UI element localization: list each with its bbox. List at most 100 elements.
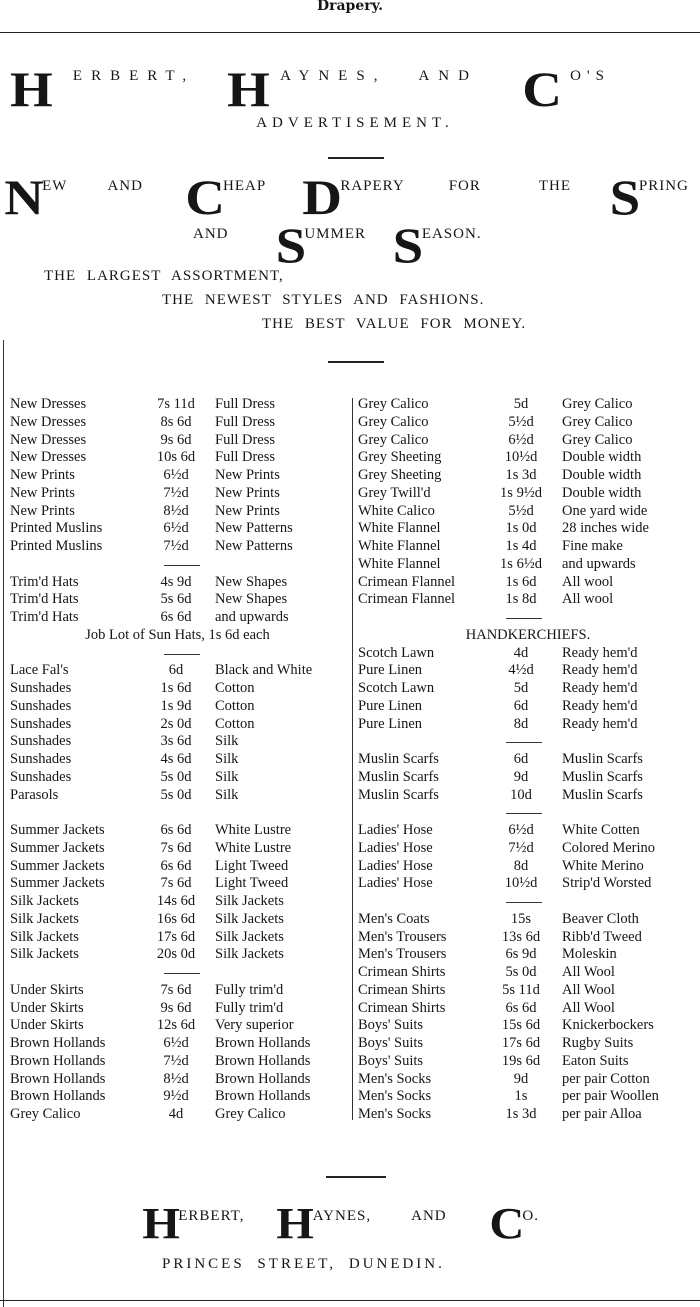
row-description: per pair Alloa bbox=[562, 1106, 642, 1122]
row-description: Fully trim'd bbox=[215, 999, 284, 1016]
price-list-row: Parasols 5s 0d Silk bbox=[10, 787, 345, 805]
price-list-row: Men's Coats 15s Beaver Cloth bbox=[358, 911, 698, 929]
price-list-row: Summer Jackets 6s 6d White Lustre bbox=[10, 822, 345, 840]
row-price: 10½d bbox=[504, 875, 538, 892]
price-list-row: Silk Jackets 16s 6d Silk Jackets bbox=[10, 911, 345, 929]
row-description: Silk bbox=[215, 733, 239, 750]
heading-word: EASON. bbox=[421, 226, 482, 242]
separator bbox=[358, 733, 698, 751]
price-list-row: Boys' Suits 17s 6d Rugby Suits bbox=[358, 1035, 698, 1053]
row-item: Summer Jackets bbox=[10, 875, 105, 892]
tagline-3: THE BEST VALUE FOR MONEY. bbox=[262, 316, 527, 332]
row-description: per pair Cotton bbox=[562, 1070, 650, 1087]
heading-word: EW bbox=[42, 178, 68, 194]
heading-word: THE bbox=[538, 178, 572, 194]
drop-cap: C bbox=[522, 61, 562, 117]
row-item: Men's Trousers bbox=[358, 928, 447, 945]
row-price: 5s 0d bbox=[160, 786, 192, 803]
row-item: New Dresses bbox=[10, 396, 87, 412]
row-price: 6½d bbox=[508, 431, 534, 448]
price-list-row: Printed Muslins 7½d New Patterns bbox=[10, 538, 345, 556]
row-description: Moleskin bbox=[562, 946, 617, 963]
row-item: White Flannel bbox=[358, 520, 441, 537]
row-description: Ready hem'd bbox=[562, 680, 638, 696]
row-item: New Dresses bbox=[10, 413, 87, 430]
price-list-row: Brown Hollands 8½d Brown Hollands bbox=[10, 1071, 345, 1089]
price-list-row: Silk Jackets 20s 0d Silk Jackets bbox=[10, 946, 345, 964]
price-list-row: Crimean Shirts 6s 6d All Wool bbox=[358, 1000, 698, 1018]
row-description: Silk Jackets bbox=[215, 946, 284, 963]
row-item: Brown Hollands bbox=[10, 1070, 106, 1087]
row-item: New Dresses bbox=[10, 431, 87, 448]
price-list-row: Silk Jackets 14s 6d Silk Jackets bbox=[10, 893, 345, 911]
row-description: 28 inches wide bbox=[562, 520, 649, 537]
row-item: Scotch Lawn bbox=[358, 644, 435, 661]
heading-word: AND bbox=[193, 226, 229, 242]
row-item: Grey Calico bbox=[358, 396, 429, 412]
row-description: White Cotten bbox=[562, 822, 640, 838]
price-list-row: New Prints 7½d New Prints bbox=[10, 485, 345, 503]
separator bbox=[358, 609, 698, 627]
row-item: Silk Jackets bbox=[10, 893, 79, 909]
price-list-row: Grey Calico 5½d Grey Calico bbox=[358, 414, 698, 432]
row-item: Trim'd Hats bbox=[10, 573, 79, 590]
headline-line-2: AND SUMMER SEASON. bbox=[193, 220, 482, 270]
row-description: Grey Calico bbox=[562, 413, 633, 430]
row-price: 5d bbox=[513, 680, 529, 696]
price-list-row: Grey Sheeting 10½d Double width bbox=[358, 449, 698, 467]
price-list-row: White Flannel 1s 4d Fine make bbox=[358, 538, 698, 556]
price-list-row: Brown Hollands 9½d Brown Hollands bbox=[10, 1088, 345, 1106]
price-list-row: Grey Twill'd 1s 9½d Double width bbox=[358, 485, 698, 503]
row-price: 1s 6d bbox=[160, 680, 192, 696]
row-item: Boys' Suits bbox=[358, 1052, 424, 1069]
separator bbox=[358, 804, 698, 822]
price-list-row: White Calico 5½d One yard wide bbox=[358, 503, 698, 521]
row-price: 6d bbox=[513, 697, 529, 714]
row-description: Full Dress bbox=[215, 413, 276, 430]
row-item: Parasols bbox=[10, 786, 59, 803]
heading-word: O'S bbox=[570, 68, 610, 84]
row-description: Double width bbox=[562, 467, 642, 483]
heading-word: UMMER bbox=[304, 226, 366, 242]
row-item: Men's Coats bbox=[358, 910, 430, 927]
drop-cap: S bbox=[275, 217, 306, 273]
row-item: Trim'd Hats bbox=[10, 609, 79, 625]
left-border bbox=[3, 340, 4, 1307]
spacer bbox=[10, 804, 345, 822]
price-list-row: Muslin Scarfs 10d Muslin Scarfs bbox=[358, 787, 698, 805]
top-rule bbox=[0, 32, 700, 33]
drop-cap: H bbox=[10, 61, 53, 117]
price-list-row: Pure Linen 8d Ready hem'd bbox=[358, 716, 698, 734]
advertisement-title: ADVERTISEMENT. bbox=[256, 115, 454, 131]
row-description: New Shapes bbox=[215, 573, 288, 590]
row-price: 6½d bbox=[508, 822, 534, 838]
price-list-row: Grey Calico 5d Grey Calico bbox=[358, 396, 698, 414]
price-list-row: Men's Trousers 6s 9d Moleskin bbox=[358, 946, 698, 964]
row-item: Men's Socks bbox=[358, 1106, 432, 1122]
row-description: Colored Merino bbox=[562, 839, 656, 856]
row-item: Muslin Scarfs bbox=[358, 768, 439, 785]
row-item: Pure Linen bbox=[358, 662, 423, 679]
row-price: 16s 6d bbox=[156, 910, 196, 927]
row-price: 7½d bbox=[163, 1052, 189, 1069]
row-price: 10½d bbox=[504, 449, 538, 466]
price-list-row: Sunshades 4s 6d Silk bbox=[10, 751, 345, 769]
row-description: Silk bbox=[215, 768, 239, 785]
row-price: 9d bbox=[513, 1070, 529, 1087]
row-price: 5½d bbox=[508, 502, 534, 519]
row-description: All Wool bbox=[562, 999, 615, 1016]
row-item: Under Skirts bbox=[10, 999, 84, 1016]
row-price: 7s 11d bbox=[157, 396, 195, 412]
price-list-row: Muslin Scarfs 6d Muslin Scarfs bbox=[358, 751, 698, 769]
drop-cap: H bbox=[142, 1199, 180, 1248]
row-price: 12s 6d bbox=[156, 1017, 196, 1034]
row-price: 15s 6d bbox=[501, 1017, 541, 1034]
price-list-row: Sunshades 3s 6d Silk bbox=[10, 733, 345, 751]
price-list-row: Brown Hollands 7½d Brown Hollands bbox=[10, 1053, 345, 1071]
row-description: per pair Woollen bbox=[562, 1088, 659, 1105]
row-item: Grey Calico bbox=[10, 1106, 81, 1122]
price-list-row: New Dresses 9s 6d Full Dress bbox=[10, 432, 345, 450]
row-price: 7s 6d bbox=[160, 875, 192, 892]
row-item: New Prints bbox=[10, 467, 75, 483]
row-description: All Wool bbox=[562, 964, 615, 980]
